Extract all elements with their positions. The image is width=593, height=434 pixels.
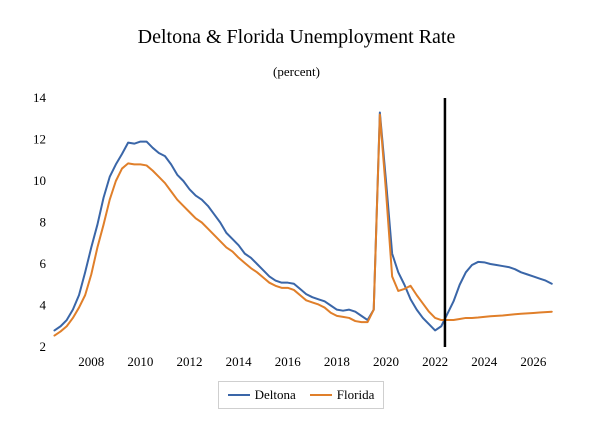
x-tick-label: 2018 bbox=[324, 354, 350, 369]
chart-title: Deltona & Florida Unemployment Rate bbox=[137, 26, 456, 48]
x-axis-ticks: 2008 2010 2012 2014 2016 2018 2020 2022 2024 2026 bbox=[78, 354, 547, 369]
x-tick-label: 2020 bbox=[373, 354, 399, 369]
x-tick-label: 2010 bbox=[127, 354, 153, 369]
series-lines bbox=[53, 111, 553, 337]
legend-item-florida: Florida bbox=[309, 387, 375, 403]
x-tick-label: 2014 bbox=[226, 354, 253, 369]
legend-swatch-florida bbox=[309, 394, 332, 396]
y-tick-label: 2 bbox=[40, 339, 47, 354]
legend: Deltona Florida bbox=[218, 381, 384, 409]
legend-label-deltona: Deltona bbox=[254, 387, 296, 402]
y-tick-label: 14 bbox=[33, 90, 47, 105]
chart-subtitle: (percent) bbox=[273, 64, 320, 79]
x-tick-label: 2008 bbox=[78, 354, 104, 369]
y-axis-ticks: 2 4 6 8 10 12 14 bbox=[33, 90, 47, 354]
x-tick-label: 2016 bbox=[275, 354, 302, 369]
series-line-florida bbox=[53, 113, 553, 337]
legend-item-deltona: Deltona bbox=[227, 387, 296, 403]
legend-swatch-deltona bbox=[227, 394, 250, 396]
x-tick-label: 2012 bbox=[177, 354, 203, 369]
x-tick-label: 2026 bbox=[520, 354, 547, 369]
legend-label-florida: Florida bbox=[336, 387, 375, 402]
x-tick-label: 2022 bbox=[422, 354, 448, 369]
y-tick-label: 10 bbox=[33, 173, 46, 188]
series-line-deltona bbox=[53, 111, 553, 332]
y-tick-label: 6 bbox=[40, 256, 47, 271]
y-tick-label: 12 bbox=[33, 132, 46, 147]
x-tick-label: 2024 bbox=[471, 354, 498, 369]
y-tick-label: 4 bbox=[40, 298, 47, 313]
y-tick-label: 8 bbox=[40, 215, 47, 230]
